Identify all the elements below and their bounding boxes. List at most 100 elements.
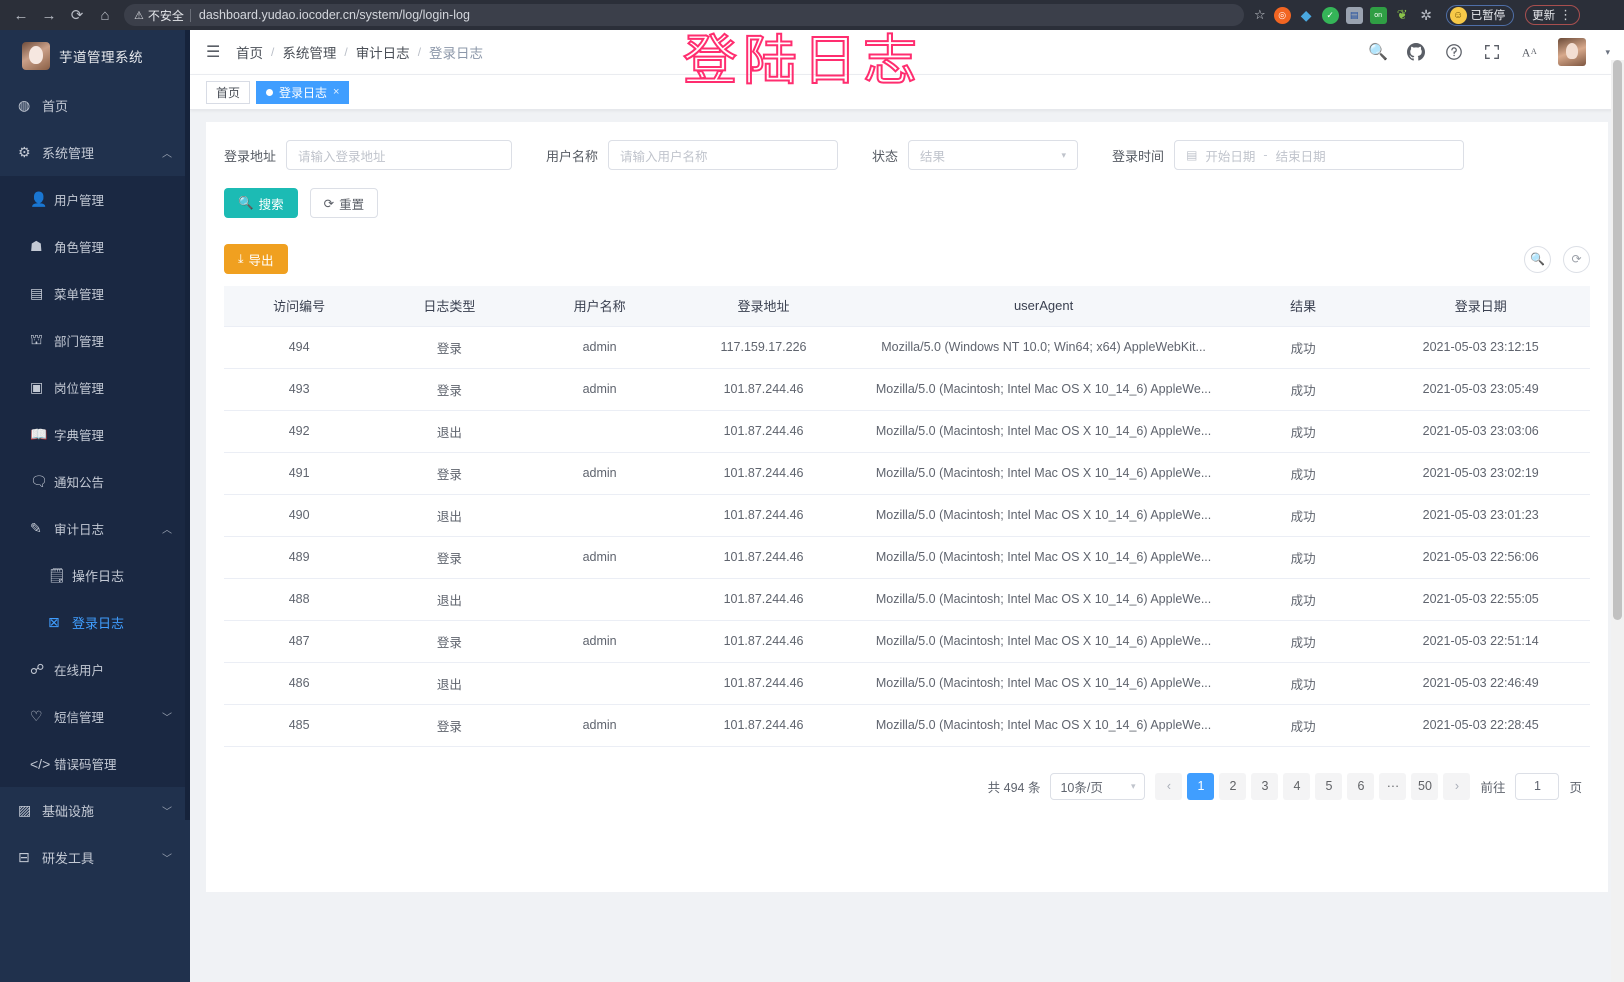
reset-button[interactable]: ⟳ 重置 <box>309 188 379 218</box>
sidebar-item-notices[interactable]: 🗨 通知公告 <box>0 458 190 505</box>
fullscreen-icon[interactable] <box>1482 43 1501 62</box>
home-icon[interactable]: ⌂ <box>100 6 110 24</box>
search-button[interactable]: 🔍 搜索 <box>224 188 298 218</box>
kebab-menu-icon[interactable]: ⋮ <box>1559 7 1574 22</box>
sidebar-item-infrastructure[interactable]: ▨ 基础设施 ﹀ <box>0 787 190 834</box>
cell-address: 101.87.244.46 <box>674 662 853 705</box>
sidebar-item-label: 审计日志 <box>54 523 105 537</box>
table-row[interactable]: 487 登录 admin 101.87.244.46 Mozilla/5.0 (… <box>224 620 1590 663</box>
export-button[interactable]: ⤓ 导出 <box>224 244 288 274</box>
breadcrumb-item[interactable]: 审计日志 <box>355 46 410 61</box>
login-address-input[interactable]: 请输入登录地址 <box>286 140 513 170</box>
paused-status-button[interactable]: ☺ 已暂停 <box>1445 4 1515 26</box>
column-header-address[interactable]: 登录地址 <box>674 286 853 327</box>
column-header-result[interactable]: 结果 <box>1234 286 1372 327</box>
security-warning-label: 不安全 <box>147 8 184 23</box>
username-input[interactable]: 请输入用户名称 <box>608 140 839 170</box>
status-select[interactable]: 结果 ▾ <box>908 140 1079 170</box>
table-row[interactable]: 489 登录 admin 101.87.244.46 Mozilla/5.0 (… <box>224 536 1590 579</box>
table-row[interactable]: 491 登录 admin 101.87.244.46 Mozilla/5.0 (… <box>224 452 1590 495</box>
star-icon[interactable]: ☆ <box>1254 7 1266 22</box>
tab-home[interactable]: 首页 <box>206 80 251 104</box>
login-time-daterange[interactable]: ▤ 开始日期 - 结束日期 <box>1174 140 1465 170</box>
audit-icon: ✎ <box>30 520 42 536</box>
jump-page-input[interactable]: 1 <box>1515 772 1560 800</box>
page-ellipsis-button[interactable]: ··· <box>1379 772 1407 800</box>
table-row[interactable]: 486 退出 101.87.244.46 Mozilla/5.0 (Macint… <box>224 662 1590 705</box>
sidebar-item-posts[interactable]: ▣ 岗位管理 <box>0 364 190 411</box>
paused-label: 已暂停 <box>1470 10 1506 22</box>
page-button-2[interactable]: 2 <box>1219 772 1247 800</box>
cell-result: 成功 <box>1234 494 1372 537</box>
leaf-extension-icon[interactable]: ❦ <box>1396 7 1408 22</box>
github-icon[interactable] <box>1406 43 1425 62</box>
forward-arrow-icon[interactable]: → <box>41 6 57 24</box>
page-button-6[interactable]: 6 <box>1347 772 1375 800</box>
sidebar-item-error-code[interactable]: </> 错误码管理 <box>0 740 190 787</box>
sidebar-item-operation-log[interactable]: 🗒 操作日志 <box>0 552 190 599</box>
sidebar-item-home[interactable]: ◍ 首页 <box>0 82 190 129</box>
on-badge-extension-icon[interactable]: on <box>1369 6 1387 24</box>
sidebar-item-dev-tools[interactable]: ⊟ 研发工具 ﹀ <box>0 834 190 881</box>
close-icon[interactable]: × <box>333 86 340 98</box>
sidebar-scrollbar[interactable] <box>185 30 190 820</box>
address-bar[interactable]: ⚠ 不安全 dashboard.yudao.iocoder.cn/system/… <box>124 4 1244 26</box>
topbar: ☰ 首页 / 系统管理 / 审计日志 / 登录日志 🔍 <box>190 30 1624 75</box>
column-header-type[interactable]: 日志类型 <box>374 286 525 327</box>
sidebar-item-users[interactable]: 👤 用户管理 <box>0 176 190 223</box>
puzzle-extension-icon[interactable]: ✲ <box>1420 6 1433 23</box>
column-header-id[interactable]: 访问编号 <box>224 286 375 327</box>
sidebar-item-label: 基础设施 <box>42 804 95 819</box>
sidebar-item-system[interactable]: ⚙ 系统管理 ︿ <box>0 129 190 176</box>
column-header-date[interactable]: 登录日期 <box>1371 286 1590 327</box>
page-button-5[interactable]: 5 <box>1315 772 1343 800</box>
refresh-icon[interactable]: ⟳ <box>1563 245 1590 273</box>
table-row[interactable]: 488 退出 101.87.244.46 Mozilla/5.0 (Macint… <box>224 578 1590 621</box>
page-button-3[interactable]: 3 <box>1251 772 1279 800</box>
prev-page-button[interactable]: ‹ <box>1155 772 1183 800</box>
avatar-caret-icon[interactable]: ▾ <box>1605 46 1610 57</box>
table-row[interactable]: 493 登录 admin 101.87.244.46 Mozilla/5.0 (… <box>224 368 1590 411</box>
scrollbar-thumb[interactable] <box>1613 60 1622 620</box>
help-icon[interactable] <box>1444 43 1463 62</box>
table-row[interactable]: 494 登录 admin 117.159.17.226 Mozilla/5.0 … <box>224 326 1590 369</box>
page-scrollbar[interactable] <box>1611 60 1624 982</box>
sidebar-item-departments[interactable]: ⛫ 部门管理 <box>0 317 190 364</box>
update-button[interactable]: 更新 ⋮ <box>1525 5 1581 25</box>
page-button-1[interactable]: 1 <box>1187 772 1215 800</box>
blue-diamond-extension-icon[interactable]: ◆ <box>1300 6 1312 23</box>
orange-ring-extension-icon[interactable]: ◎ <box>1273 6 1291 24</box>
breadcrumb-item[interactable]: 首页 <box>236 46 263 61</box>
table-row[interactable]: 485 登录 admin 101.87.244.46 Mozilla/5.0 (… <box>224 704 1590 747</box>
dept-icon: ⛫ <box>30 331 43 347</box>
blue-badge-extension-icon[interactable]: ▤ <box>1345 6 1363 24</box>
avatar[interactable] <box>1558 38 1587 66</box>
reload-icon[interactable]: ⟳ <box>70 7 84 24</box>
page-button-4[interactable]: 4 <box>1283 772 1311 800</box>
sidebar-item-menus[interactable]: ▤ 菜单管理 <box>0 270 190 317</box>
sidebar-item-sms[interactable]: ♡ 短信管理 ﹀ <box>0 693 190 740</box>
green-check-extension-icon[interactable]: ✓ <box>1321 6 1339 24</box>
column-header-useragent[interactable]: userAgent <box>852 286 1235 327</box>
sidebar-item-login-log[interactable]: ⊠ 登录日志 <box>0 599 190 646</box>
table-row[interactable]: 490 退出 101.87.244.46 Mozilla/5.0 (Macint… <box>224 494 1590 537</box>
tab-login-log[interactable]: 登录日志 × <box>256 80 350 104</box>
back-icon[interactable]: ← <box>13 6 29 24</box>
search-icon[interactable]: 🔍 <box>1368 44 1388 61</box>
sidebar: 芋道管理系统 ◍ 首页 ⚙ 系统管理 ︿ 👤 用户管理 ☗ 角色管理 ▤ 菜单管… <box>0 30 190 982</box>
brand[interactable]: 芋道管理系统 <box>0 30 190 82</box>
breadcrumb-item[interactable]: 系统管理 <box>282 46 337 61</box>
sidebar-item-online-users[interactable]: ☍ 在线用户 <box>0 646 190 693</box>
column-header-user[interactable]: 用户名称 <box>524 286 675 327</box>
sidebar-item-dictionary[interactable]: 📖 字典管理 <box>0 411 190 458</box>
table-head: 访问编号 日志类型 用户名称 登录地址 userAgent 结果 登录日期 <box>224 286 1590 327</box>
next-page-button[interactable]: › <box>1443 772 1471 800</box>
page-size-select[interactable]: 10条/页 ▾ <box>1050 772 1146 800</box>
hamburger-icon[interactable]: ☰ <box>206 44 221 61</box>
table-row[interactable]: 492 退出 101.87.244.46 Mozilla/5.0 (Macint… <box>224 410 1590 453</box>
search-toggle-icon[interactable]: 🔍 <box>1524 245 1551 273</box>
sidebar-item-audit-log[interactable]: ✎ 审计日志 ︿ <box>0 505 190 552</box>
sidebar-item-roles[interactable]: ☗ 角色管理 <box>0 223 190 270</box>
page-button-last[interactable]: 50 <box>1411 772 1439 800</box>
